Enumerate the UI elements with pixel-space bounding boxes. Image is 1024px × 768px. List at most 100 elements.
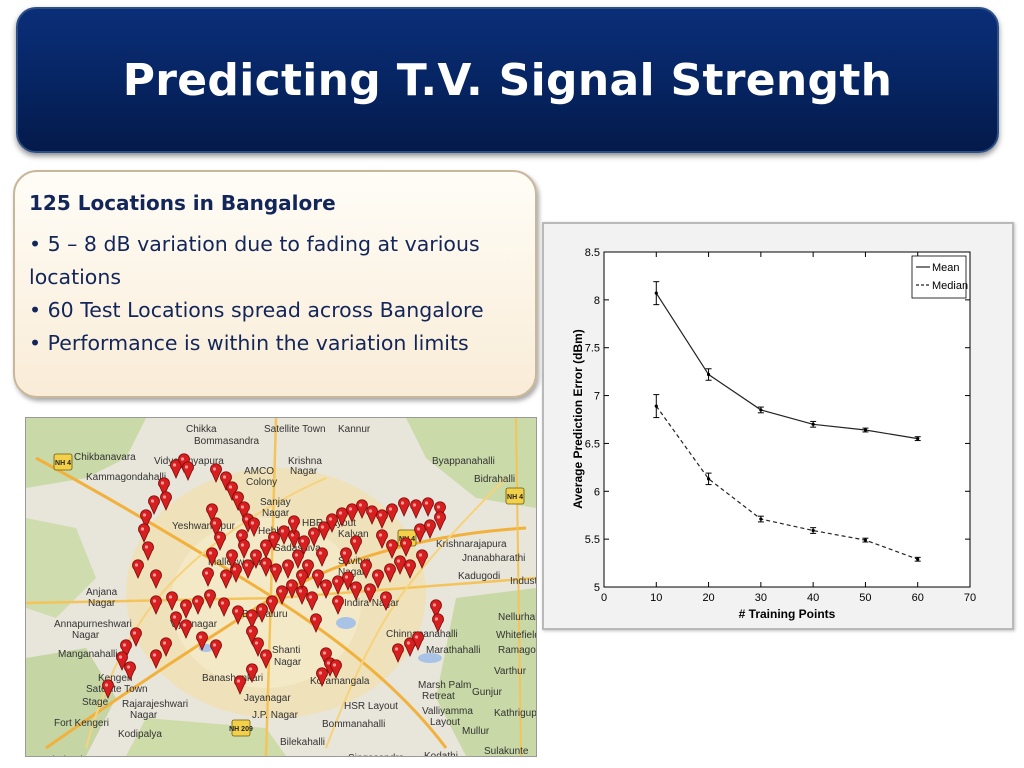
location-pin bbox=[180, 599, 192, 619]
highway-shield-label: NH 209 bbox=[229, 726, 253, 733]
location-pin bbox=[398, 497, 410, 517]
map-place-label: Rajarajeshwari bbox=[122, 699, 188, 710]
location-pin bbox=[246, 625, 258, 645]
map-place-label: Byappanahalli bbox=[432, 456, 495, 467]
location-pin bbox=[346, 503, 358, 523]
location-pin bbox=[302, 559, 314, 579]
location-pin bbox=[364, 583, 376, 603]
location-pin bbox=[150, 595, 162, 615]
map-place-label: Sulakunte bbox=[484, 746, 529, 756]
location-pin bbox=[160, 491, 172, 511]
map-place-label: Malleswaram bbox=[208, 557, 267, 568]
location-pin bbox=[256, 603, 268, 623]
location-pin bbox=[318, 521, 330, 541]
map-place-label: Kannur bbox=[338, 424, 371, 435]
map-place-label: Banashankari bbox=[202, 673, 263, 684]
location-pin bbox=[356, 499, 368, 519]
map-place-label: Kammagondahalli bbox=[86, 472, 166, 483]
location-pin bbox=[386, 503, 398, 523]
location-pin bbox=[384, 563, 396, 583]
location-pin bbox=[160, 637, 172, 657]
map-place-label: Whitefield bbox=[496, 630, 536, 641]
map-place-label: Sanjay bbox=[260, 497, 291, 508]
map-place-label: Yeshwanthpur bbox=[172, 521, 236, 532]
highway-shield-label: NH 4 bbox=[55, 460, 71, 467]
location-pin bbox=[410, 499, 422, 519]
location-pin bbox=[422, 497, 434, 517]
location-pin bbox=[320, 579, 332, 599]
location-pin bbox=[196, 631, 208, 651]
map-place-label: Marsh Palm bbox=[418, 680, 471, 691]
map-place-label: Jayanagar bbox=[244, 693, 291, 704]
y-tick-label: 6.5 bbox=[585, 438, 600, 450]
y-tick-label: 7.5 bbox=[585, 343, 600, 355]
location-pin bbox=[170, 459, 182, 479]
map-place-label: Nagar bbox=[130, 710, 158, 721]
location-pin bbox=[432, 613, 444, 633]
location-pin bbox=[214, 531, 226, 551]
location-pin bbox=[238, 539, 250, 559]
y-axis-label: Average Prediction Error (dBm) bbox=[571, 329, 585, 509]
location-pin bbox=[414, 523, 426, 543]
location-pin bbox=[412, 631, 424, 651]
map-place-label: Nagar bbox=[290, 466, 318, 477]
location-pin bbox=[392, 643, 404, 663]
legend-entry: Mean bbox=[932, 262, 960, 274]
y-tick-label: 7 bbox=[594, 391, 600, 403]
location-pin bbox=[306, 591, 318, 611]
map-place-label: Annapurneshwari bbox=[54, 619, 132, 630]
location-pin bbox=[226, 481, 238, 501]
location-pin bbox=[266, 595, 278, 615]
location-pin bbox=[230, 563, 242, 583]
city-map: Chikka Satellite Town Kannur Bommasandra Chi… bbox=[25, 417, 537, 757]
location-pin bbox=[350, 535, 362, 555]
location-pin bbox=[276, 585, 288, 605]
map-place-label: Jnanabharathi bbox=[462, 553, 525, 564]
location-pin bbox=[316, 547, 328, 567]
map-place-label: Kumbalgodu bbox=[32, 755, 88, 756]
location-pin bbox=[376, 509, 388, 529]
map-place-label: Ramagond bbox=[498, 645, 536, 656]
location-pin bbox=[206, 547, 218, 567]
bullet-item: 60 Test Locations spread across Bangalor… bbox=[29, 294, 525, 327]
location-pin bbox=[192, 595, 204, 615]
map-place-label: Marathahalli bbox=[426, 645, 480, 656]
error-bar-point bbox=[653, 394, 660, 419]
bullet-heading: 125 Locations in Bangalore bbox=[29, 191, 336, 215]
location-pin bbox=[218, 597, 230, 617]
location-pin bbox=[260, 649, 272, 669]
map-place-label: Retreat bbox=[422, 691, 455, 702]
location-pin bbox=[232, 491, 244, 511]
highway-shield: NH 209 bbox=[229, 719, 253, 737]
map-place-label: Stage bbox=[82, 697, 109, 708]
x-tick-label: 20 bbox=[702, 592, 714, 604]
error-bar-point bbox=[705, 368, 712, 381]
location-pin bbox=[130, 627, 142, 647]
x-tick-label: 70 bbox=[964, 592, 976, 604]
location-pin bbox=[252, 637, 264, 657]
x-tick-label: 60 bbox=[912, 592, 924, 604]
location-pin bbox=[380, 591, 392, 611]
location-pin bbox=[434, 511, 446, 531]
location-pin bbox=[260, 557, 272, 577]
y-tick-label: 8.5 bbox=[585, 247, 600, 259]
map-place-label: Varthur bbox=[494, 666, 527, 677]
map-place-label: Satellite Town bbox=[264, 424, 326, 435]
map-place-label: Bilekahalli bbox=[280, 737, 325, 748]
slide-title: Predicting T.V. Signal Strength bbox=[122, 54, 893, 106]
map-place-label: Singasandra bbox=[348, 753, 405, 756]
map-place-label: J.P. Nagar bbox=[252, 710, 299, 721]
x-tick-label: 0 bbox=[601, 592, 607, 604]
location-pin bbox=[270, 563, 282, 583]
map-place-label: Savitya bbox=[338, 556, 371, 567]
map-place-label: Nagar bbox=[72, 630, 100, 641]
map-place-label: Nagar bbox=[274, 657, 302, 668]
map-place-label: Kodathi bbox=[424, 751, 458, 756]
series-line-mean bbox=[655, 292, 918, 440]
location-pin bbox=[434, 501, 446, 521]
location-pin bbox=[182, 461, 194, 481]
location-pin bbox=[282, 559, 294, 579]
location-pin bbox=[268, 531, 280, 551]
map-place-label: Kathriguppe bbox=[494, 708, 536, 719]
error-bar-point bbox=[862, 427, 869, 433]
